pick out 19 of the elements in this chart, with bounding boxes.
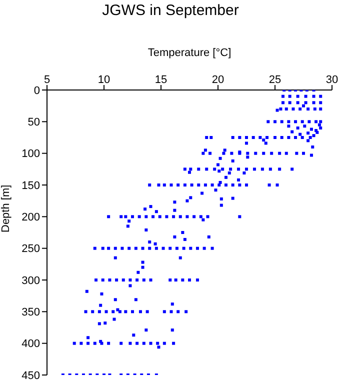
x-axis-title: Temperature [°C]	[148, 46, 232, 59]
y-axis-title: Depth [m]	[0, 184, 12, 232]
y-tick-label: 400	[22, 338, 40, 350]
y-tick-label: 200	[22, 212, 40, 224]
y-tick-label: 0	[34, 84, 40, 97]
x-tick-label: 5	[44, 74, 50, 86]
y-tick-label: 100	[22, 148, 40, 160]
x-tick-label: 30	[326, 74, 338, 86]
y-tick-label: 450	[22, 370, 40, 382]
y-tick-label: 300	[22, 274, 40, 287]
y-tick-label: 150	[22, 180, 40, 192]
x-tick-label: 25	[268, 74, 282, 86]
chart-title: JGWS in September	[101, 2, 240, 19]
y-tick-label: 350	[22, 306, 40, 319]
x-tick-label: 15	[154, 74, 168, 86]
x-tick-label: 10	[98, 74, 110, 86]
x-tick-label: 20	[212, 74, 224, 86]
y-tick-label: 50	[28, 116, 40, 129]
y-tick-label: 250	[22, 243, 40, 256]
